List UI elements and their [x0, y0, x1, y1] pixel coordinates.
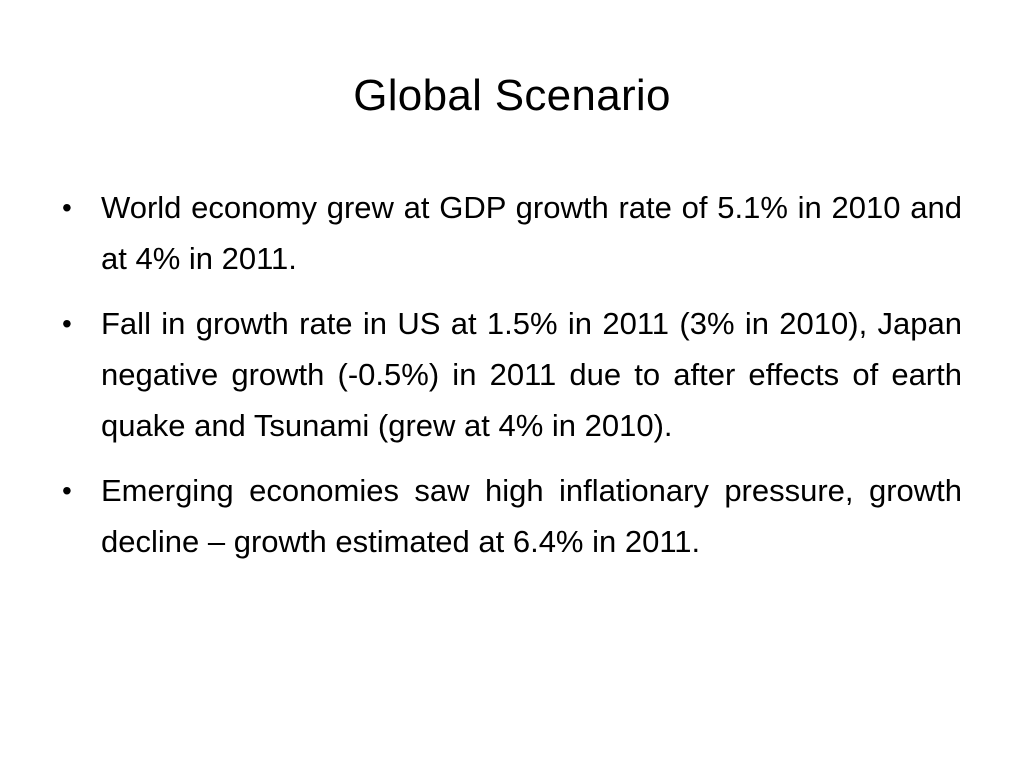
bullet-item-1: • World economy grew at GDP growth rate …	[62, 182, 962, 284]
bullet-icon: •	[62, 192, 72, 223]
bullet-text: World economy grew at GDP growth rate of…	[101, 190, 962, 276]
slide-title: Global Scenario	[353, 71, 671, 120]
bullet-text: Emerging economies saw high inflationary…	[101, 473, 962, 559]
bullet-text: Fall in growth rate in US at 1.5% in 201…	[101, 306, 962, 443]
bullet-icon: •	[62, 475, 72, 506]
bullet-list: • World economy grew at GDP growth rate …	[62, 182, 962, 581]
bullet-item-2: • Fall in growth rate in US at 1.5% in 2…	[62, 298, 962, 451]
bullet-item-3: • Emerging economies saw high inflationa…	[62, 465, 962, 567]
bullet-icon: •	[62, 308, 72, 339]
